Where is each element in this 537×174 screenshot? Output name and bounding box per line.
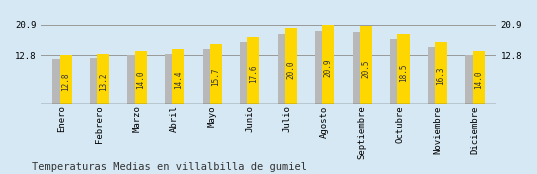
Bar [428,47,440,104]
Bar [466,55,477,104]
Bar [165,54,177,104]
Bar [53,59,64,104]
Bar [248,37,259,104]
Bar [473,51,484,104]
Bar [353,32,365,104]
Text: 14.4: 14.4 [174,70,183,89]
Bar [60,55,71,104]
Text: 20.5: 20.5 [361,60,371,78]
Bar [435,42,447,104]
Text: 14.0: 14.0 [136,71,145,89]
Text: 12.8: 12.8 [61,73,70,91]
Bar [315,31,327,104]
Text: 16.3: 16.3 [437,67,446,85]
Bar [240,42,252,104]
Text: 20.9: 20.9 [324,59,333,77]
Bar [135,51,147,104]
Bar [172,49,184,104]
Bar [90,58,102,104]
Bar [360,26,372,104]
Text: 14.0: 14.0 [474,71,483,89]
Bar [202,49,215,104]
Bar [285,28,297,104]
Bar [322,25,335,104]
Bar [390,39,402,104]
Bar [397,34,410,104]
Text: 20.0: 20.0 [286,60,295,79]
Bar [210,44,222,104]
Text: 15.7: 15.7 [211,68,220,86]
Bar [127,55,140,104]
Text: 18.5: 18.5 [399,63,408,81]
Bar [97,54,109,104]
Text: 13.2: 13.2 [99,72,107,90]
Text: 17.6: 17.6 [249,65,258,83]
Text: Temperaturas Medias en villalbilla de gumiel: Temperaturas Medias en villalbilla de gu… [32,162,307,172]
Bar [278,34,289,104]
